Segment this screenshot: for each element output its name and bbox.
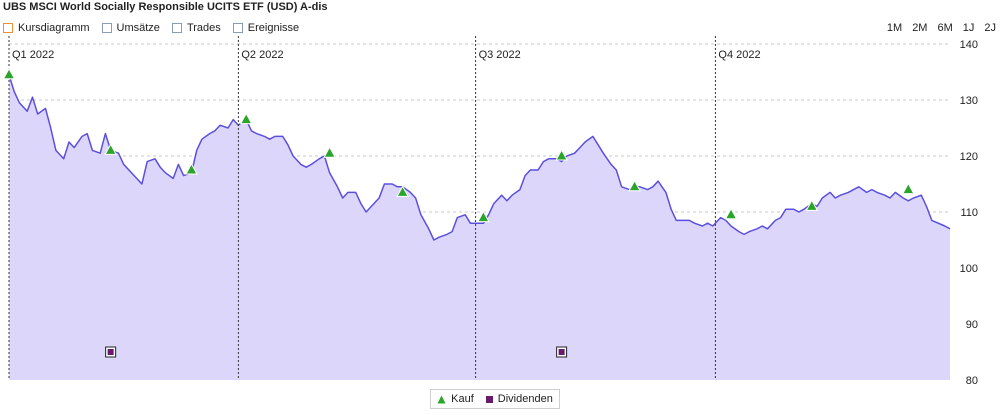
buy-marker [805, 199, 819, 211]
buy-triangle-icon [437, 395, 446, 403]
price-chart[interactable]: Q1 2022 Q2 2022 Q3 2022 Q4 2022 80 90 100 110 12… [0, 36, 1000, 388]
toggle-label: Trades [186, 22, 221, 34]
checkbox[interactable] [232, 23, 243, 33]
legend-item-buy: Kauf [437, 393, 474, 405]
buy-marker [104, 143, 118, 155]
toggle-ereignisse[interactable]: Ereignisse [232, 22, 300, 34]
y-tick-label: 90 [966, 319, 978, 331]
y-tick-label: 110 [960, 207, 978, 219]
quarter-label: Q1 2022 [12, 49, 54, 61]
dividend-marker [558, 349, 565, 355]
toggle-label: Umsätze [116, 22, 160, 34]
y-tick-label: 100 [960, 263, 978, 275]
buy-marker [555, 148, 568, 161]
y-tick-label: 80 [966, 375, 978, 387]
buy-marker [185, 162, 198, 175]
buy-marker [628, 179, 641, 192]
checkbox[interactable] [171, 23, 182, 33]
quarter-label: Q3 2022 [479, 49, 521, 61]
legend-label: Dividenden [497, 393, 553, 405]
chart-legend: Kauf Dividenden [430, 389, 560, 409]
quarter-label: Q4 2022 [718, 49, 760, 61]
legend-label: Kauf [451, 393, 474, 405]
buy-marker [477, 210, 490, 223]
y-tick-label: 130 [960, 95, 978, 107]
chart-title: UBS MSCI World Socially Responsible UCIT… [3, 1, 328, 13]
range-2j-button[interactable]: 2J [984, 22, 996, 34]
toggle-label: Kursdiagramm [18, 22, 90, 34]
dividend-marker [107, 349, 114, 355]
range-6m-button[interactable]: 6M [937, 22, 953, 34]
y-tick-label: 120 [960, 151, 978, 163]
checkbox[interactable] [3, 23, 13, 33]
checkbox[interactable] [101, 23, 112, 33]
price-area [9, 74, 950, 381]
legend-item-dividend: Dividenden [485, 393, 553, 405]
buy-marker [724, 207, 738, 220]
buy-marker [323, 146, 336, 158]
toggle-kursdiagramm[interactable]: Kursdiagramm [3, 22, 90, 34]
range-2m-button[interactable]: 2M [912, 22, 928, 34]
range-1m-button[interactable]: 1M [886, 22, 903, 34]
chart-toolbar: Kursdiagramm Umsätze Trades Ereignisse [3, 22, 299, 34]
range-selector: 1M 2M 6M 1J 2J [887, 22, 996, 34]
price-line [8, 74, 951, 241]
toggle-label: Ereignisse [247, 22, 300, 34]
dividend-square-icon [485, 395, 493, 403]
toggle-trades[interactable]: Trades [171, 22, 221, 34]
buy-marker [901, 182, 915, 195]
buy-marker [396, 185, 409, 197]
toggle-umsaetze[interactable]: Umsätze [101, 22, 160, 34]
quarter-label: Q2 2022 [241, 49, 283, 61]
y-tick-label: 140 [960, 39, 978, 51]
range-1j-button[interactable]: 1J [962, 22, 975, 34]
buy-marker [239, 112, 253, 125]
buy-marker [2, 67, 16, 80]
